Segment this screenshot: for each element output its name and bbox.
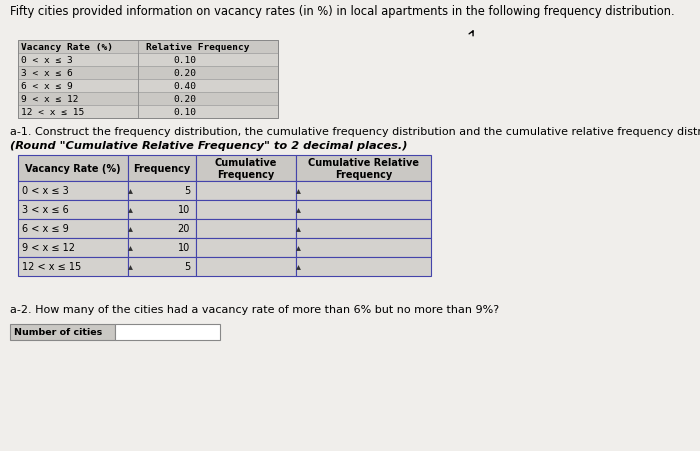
Text: 9 < x ≤ 12: 9 < x ≤ 12: [21, 95, 78, 104]
Bar: [296, 258, 431, 276]
Text: 0.10: 0.10: [173, 108, 196, 117]
Bar: [18, 41, 278, 119]
Text: Number of cities: Number of cities: [14, 328, 102, 337]
Text: 5: 5: [183, 262, 190, 272]
Text: 9 < x ≤ 12: 9 < x ≤ 12: [22, 243, 75, 253]
Bar: [18, 220, 128, 239]
Bar: [10, 324, 115, 340]
Bar: [296, 239, 431, 258]
Text: Cumulative
Frequency: Cumulative Frequency: [215, 158, 277, 179]
Bar: [128, 239, 196, 258]
Bar: [18, 80, 138, 93]
Bar: [296, 201, 431, 220]
Bar: [196, 258, 296, 276]
Text: Vacancy Rate (%): Vacancy Rate (%): [21, 43, 113, 52]
Bar: [18, 93, 138, 106]
Bar: [18, 54, 138, 67]
Text: Relative Frequency: Relative Frequency: [146, 43, 249, 52]
Bar: [138, 80, 278, 93]
Bar: [138, 54, 278, 67]
Text: 0 < x ≤ 3: 0 < x ≤ 3: [21, 56, 73, 65]
Bar: [18, 41, 278, 54]
Text: 20: 20: [178, 224, 190, 234]
Bar: [138, 67, 278, 80]
Text: 12 < x ≤ 15: 12 < x ≤ 15: [22, 262, 81, 272]
Bar: [138, 106, 278, 119]
Text: 0 < x ≤ 3: 0 < x ≤ 3: [22, 186, 69, 196]
Text: 5: 5: [183, 186, 190, 196]
Text: 12 < x ≤ 15: 12 < x ≤ 15: [21, 108, 84, 117]
Bar: [18, 258, 128, 276]
Text: (Round "Cumulative Relative Frequency" to 2 decimal places.): (Round "Cumulative Relative Frequency" t…: [10, 141, 407, 151]
Bar: [18, 239, 128, 258]
Bar: [128, 182, 196, 201]
Text: Fifty cities provided information on vacancy rates (in %) in local apartments in: Fifty cities provided information on vac…: [10, 5, 675, 18]
Bar: [128, 156, 196, 182]
Bar: [18, 182, 128, 201]
Bar: [18, 106, 138, 119]
Bar: [128, 258, 196, 276]
Text: 3 < x ≤ 6: 3 < x ≤ 6: [22, 205, 69, 215]
Text: 10: 10: [178, 243, 190, 253]
Bar: [296, 220, 431, 239]
Bar: [196, 156, 296, 182]
Text: 0.40: 0.40: [173, 82, 196, 91]
Bar: [196, 239, 296, 258]
Text: 6 < x ≤ 9: 6 < x ≤ 9: [22, 224, 69, 234]
Bar: [18, 156, 128, 182]
Text: Vacancy Rate (%): Vacancy Rate (%): [25, 164, 121, 174]
Bar: [196, 220, 296, 239]
Bar: [115, 324, 220, 340]
Text: Frequency: Frequency: [134, 164, 190, 174]
Text: 6 < x ≤ 9: 6 < x ≤ 9: [21, 82, 73, 91]
Text: 0.20: 0.20: [173, 69, 196, 78]
Text: Cumulative Relative
Frequency: Cumulative Relative Frequency: [308, 158, 419, 179]
Text: a-2. How many of the cities had a vacancy rate of more than 6% but no more than : a-2. How many of the cities had a vacanc…: [10, 304, 499, 314]
Text: 3 < x ≤ 6: 3 < x ≤ 6: [21, 69, 73, 78]
Bar: [196, 182, 296, 201]
Bar: [138, 93, 278, 106]
Text: a-1. Construct the frequency distribution, the cumulative frequency distribution: a-1. Construct the frequency distributio…: [10, 127, 700, 137]
Bar: [296, 182, 431, 201]
Text: 0.20: 0.20: [173, 95, 196, 104]
Bar: [18, 201, 128, 220]
Bar: [18, 67, 138, 80]
Text: 10: 10: [178, 205, 190, 215]
Bar: [128, 220, 196, 239]
Text: 0.10: 0.10: [173, 56, 196, 65]
Bar: [296, 156, 431, 182]
Bar: [128, 201, 196, 220]
Bar: [196, 201, 296, 220]
